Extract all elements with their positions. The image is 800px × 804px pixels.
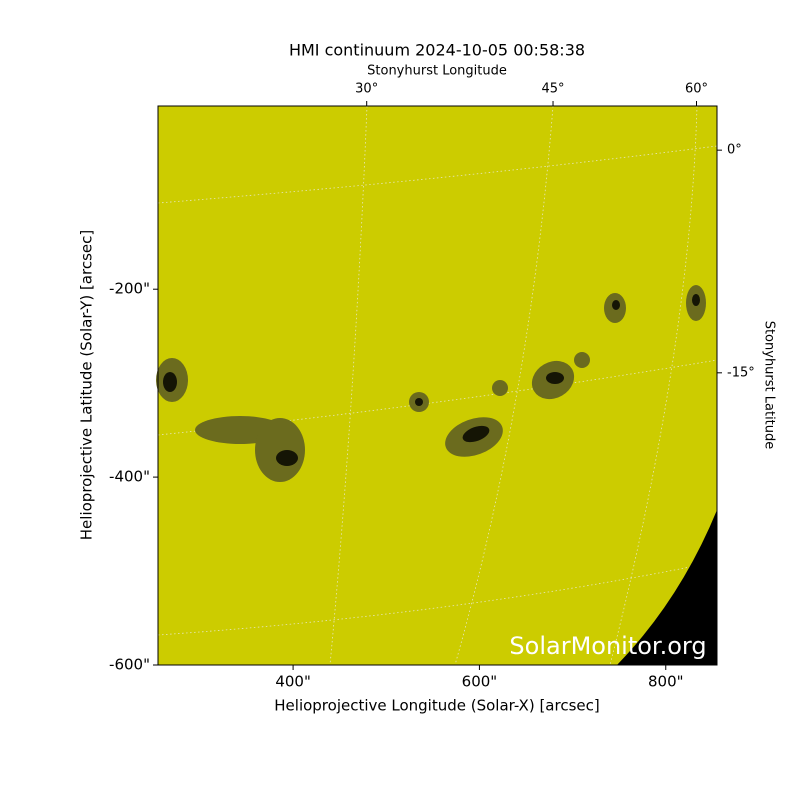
watermark: SolarMonitor.org: [509, 632, 706, 660]
plot-frame: [157, 105, 718, 666]
x2-tick-label: 60°: [685, 82, 708, 97]
y2-label: Stonyhurst Latitude: [762, 321, 777, 450]
y-tick-label: -600": [109, 656, 150, 674]
x-tick-label: 600": [462, 673, 498, 691]
x-label: Helioprojective Longitude (Solar-X) [arc…: [274, 697, 599, 715]
x2-tick-label: 30°: [355, 82, 378, 97]
y2-tick-label: 0°: [727, 143, 742, 158]
y-tick-label: -400": [109, 468, 150, 486]
solar-image: [158, 106, 717, 665]
sunspots: [156, 285, 706, 482]
x2-label: Stonyhurst Longitude: [367, 64, 507, 79]
off-disk: [617, 510, 717, 665]
x-tick-label: 400": [275, 673, 311, 691]
y-tick-label: -200": [109, 280, 150, 298]
y-label: Helioprojective Latitude (Solar-Y) [arcs…: [78, 230, 96, 540]
x2-tick-label: 45°: [542, 82, 565, 97]
chart-title: HMI continuum 2024-10-05 00:58:38: [289, 41, 585, 60]
y2-tick-label: -15°: [727, 365, 755, 380]
x-tick-label: 800": [648, 673, 684, 691]
